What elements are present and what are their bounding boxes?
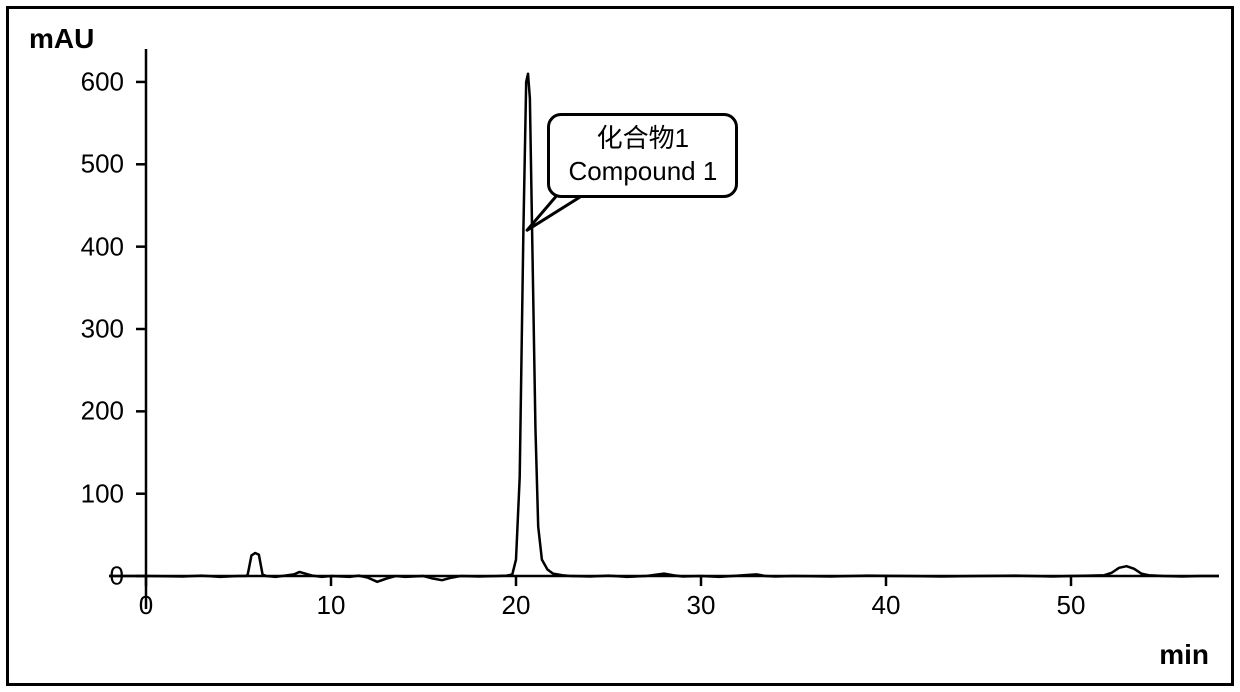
y-tick-label: 200 [81, 396, 124, 427]
x-tick-label: 10 [317, 590, 346, 621]
peak-callout: 化合物1 Compound 1 [547, 113, 738, 198]
y-axis-title: mAU [29, 23, 94, 55]
callout-line2: Compound 1 [568, 155, 717, 188]
y-tick-label: 500 [81, 149, 124, 180]
y-tick-label: 300 [81, 314, 124, 345]
chart-frame: mAU min 0100200300400500600 01020304050 … [6, 6, 1234, 686]
x-tick-label: 20 [502, 590, 531, 621]
x-tick-label: 40 [872, 590, 901, 621]
x-axis-title: min [1159, 639, 1209, 671]
x-tick-label: 50 [1057, 590, 1086, 621]
y-tick-label: 600 [81, 66, 124, 97]
y-tick-label: 0 [110, 561, 124, 592]
y-tick-label: 400 [81, 231, 124, 262]
y-tick-label: 100 [81, 478, 124, 509]
callout-line1: 化合物1 [568, 122, 717, 155]
x-tick-label: 30 [687, 590, 716, 621]
x-tick-label: 0 [139, 590, 153, 621]
